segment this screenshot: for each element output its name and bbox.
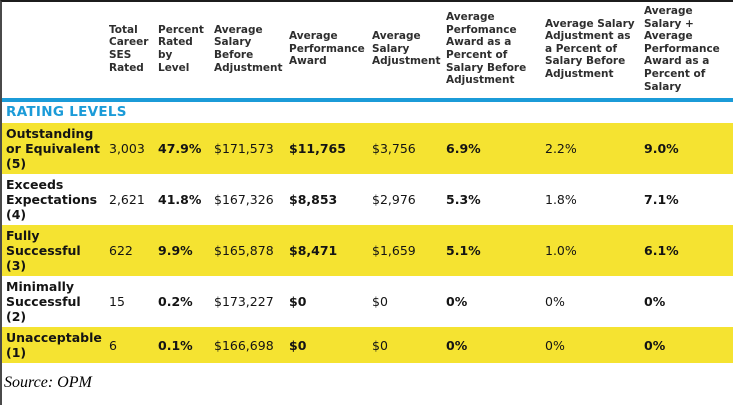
row-label-column-header [2, 2, 104, 103]
cell: $11,765 [289, 141, 346, 157]
rating-levels-label: RATING LEVELS [2, 100, 733, 124]
cell: 3,003 [109, 141, 145, 157]
cell: $173,227 [214, 294, 274, 310]
cell: $171,573 [214, 141, 274, 157]
row-label: Fully Successful (3) [6, 228, 81, 274]
row-label: Minimally Successful (2) [6, 279, 81, 325]
cell: 1.8% [545, 192, 577, 208]
column-header: Average Salary + Average Performance Awa… [639, 2, 733, 103]
cell: 5.1% [446, 243, 481, 259]
cell: 6 [109, 337, 117, 353]
cell: 0.1% [158, 337, 193, 353]
cell: $165,878 [214, 243, 274, 259]
rating-levels-section-row: RATING LEVELS [2, 100, 733, 124]
cell: 7.1% [644, 192, 679, 208]
cell: $8,853 [289, 192, 338, 208]
cell: 41.8% [158, 192, 202, 208]
column-header: Percent Rated by Level [153, 2, 209, 103]
cell: $166,698 [214, 337, 274, 353]
row-label: Outstanding or Equivalent (5) [6, 126, 100, 172]
column-header: Average Perfomance Award as a Percent of… [441, 2, 540, 103]
row-label: Unacceptable (1) [6, 330, 102, 361]
cell: 0% [446, 294, 468, 310]
column-header: Average Salary Before Adjustment [209, 2, 284, 103]
column-header: Average Performance Award [284, 2, 367, 103]
cell: 0% [644, 337, 666, 353]
cell: 9.9% [158, 243, 193, 259]
cell: 0% [446, 337, 468, 353]
cell: 2.2% [545, 141, 577, 157]
cell: 6.1% [644, 243, 679, 259]
column-header: Average Salary Adjustment as a Percent o… [540, 2, 639, 103]
cell: $0 [289, 294, 307, 310]
cell: 0% [545, 337, 565, 353]
cell: $0 [289, 337, 307, 353]
table-row: Minimally Successful (2) 15 0.2% $173,227 $0… [2, 276, 733, 327]
cell: 6.9% [446, 141, 481, 157]
cell: 15 [109, 294, 125, 310]
table-row: Exceeds Expectations (4) 2,621 41.8% $167,3… [2, 174, 733, 225]
table-row: Unacceptable (1) 6 0.1% $166,698 $0 $0 0% 0% 0% [2, 327, 733, 364]
cell: 2,621 [109, 192, 145, 208]
cell: 47.9% [158, 141, 202, 157]
cell: 1.0% [545, 243, 577, 259]
cell: 0% [545, 294, 565, 310]
cell: $1,659 [372, 243, 416, 259]
row-label: Exceeds Expectations (4) [6, 177, 98, 223]
cell: $8,471 [289, 243, 338, 259]
table-header-row: Total Career SES Rated Percent Rated by L… [2, 2, 733, 103]
table-row: Fully Successful (3) 622 9.9% $165,878 $8,47… [2, 225, 733, 277]
cell: 9.0% [644, 141, 679, 157]
column-header: Average Salary Adjustment [367, 2, 441, 103]
cell: 622 [109, 243, 133, 259]
cell: $0 [372, 337, 388, 353]
cell: 0.2% [158, 294, 193, 310]
cell: 5.3% [446, 192, 481, 208]
cell: $0 [372, 294, 388, 310]
source-note: Source: OPM [4, 374, 92, 392]
table-row: Outstanding or Equivalent (5) 3,003 47.9% $… [2, 123, 733, 175]
cell: 0% [644, 294, 666, 310]
cell: $3,756 [372, 141, 416, 157]
cell: $167,326 [214, 192, 274, 208]
cell: $2,976 [372, 192, 416, 208]
ses-rating-table: Total Career SES Rated Percent Rated by L… [2, 2, 733, 364]
column-header: Total Career SES Rated [104, 2, 153, 103]
